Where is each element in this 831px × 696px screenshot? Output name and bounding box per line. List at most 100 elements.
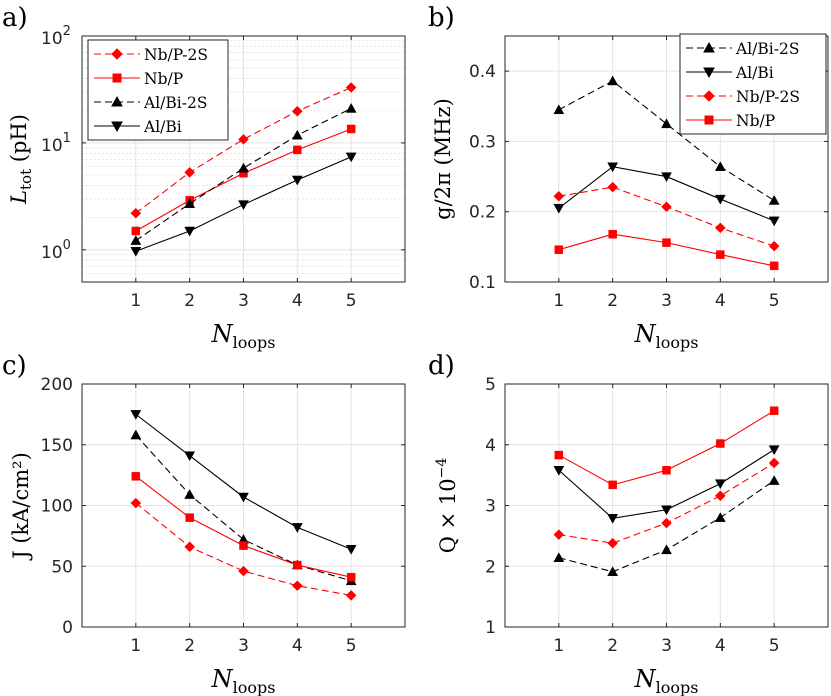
legend-label: Nb/P-2S	[144, 46, 208, 64]
data-point	[607, 75, 619, 86]
data-point	[345, 152, 357, 163]
legend-marker	[703, 90, 715, 102]
panel-label: c)	[2, 351, 27, 381]
x-tick-label: 3	[661, 291, 672, 311]
legend-marker	[111, 48, 123, 60]
series-3	[553, 181, 780, 252]
data-point	[184, 167, 196, 178]
y-tick-label: 101	[41, 131, 71, 156]
data-point	[184, 451, 196, 462]
data-point	[130, 235, 142, 245]
x-tick-label: 3	[238, 291, 249, 311]
y-tick-label: 0.4	[469, 62, 496, 82]
data-point	[184, 226, 196, 237]
y-tick-label: 102	[41, 24, 71, 49]
data-point	[553, 466, 565, 476]
data-point	[714, 161, 726, 171]
legend-label: Nb/P	[144, 70, 183, 88]
data-point	[238, 133, 249, 145]
legend-label: Al/Bi	[143, 118, 182, 136]
data-point	[714, 222, 726, 234]
data-point	[130, 497, 142, 509]
y-tick-label: 1	[485, 618, 496, 638]
data-point	[238, 565, 249, 577]
legend-label: Al/Bi	[735, 64, 774, 82]
x-axis-label: Nloops	[211, 320, 276, 352]
y-axis-label: g/2π (MHz)	[431, 98, 455, 220]
data-point	[293, 560, 302, 570]
series-4	[130, 497, 357, 601]
data-point	[716, 439, 725, 448]
x-tick-label: 5	[346, 291, 357, 311]
data-point	[553, 190, 565, 202]
data-point	[130, 246, 142, 257]
panel-label: b)	[428, 3, 455, 33]
data-point	[239, 541, 248, 550]
data-point	[346, 572, 356, 582]
x-tick-label: 5	[346, 636, 357, 656]
legend-label: Nb/P	[736, 112, 775, 130]
x-axis-label: Nloops	[634, 665, 699, 696]
data-point	[346, 124, 356, 134]
x-tick-label: 2	[184, 291, 195, 311]
y-axis-label: Q × 10−4	[434, 458, 460, 554]
legend: Al/Bi-2S Al/Bi Nb/P-2S Nb/P	[679, 33, 827, 135]
panel-label: d)	[428, 351, 455, 381]
series-line	[135, 86, 352, 214]
data-point	[345, 544, 357, 555]
data-point	[607, 537, 619, 549]
y-tick-label: 50	[51, 557, 73, 577]
y-tick-label: 4	[485, 436, 496, 456]
legend-marker	[111, 121, 123, 133]
data-point	[291, 105, 303, 117]
x-axis-label: Nloops	[211, 665, 276, 696]
data-point	[131, 472, 141, 481]
data-point	[131, 226, 141, 236]
data-point	[607, 566, 619, 576]
legend-marker	[703, 41, 715, 53]
legend-label: Al/Bi-2S	[735, 40, 799, 58]
data-point	[768, 475, 780, 485]
data-point	[554, 450, 564, 460]
legend-marker	[704, 115, 714, 125]
data-point	[768, 194, 780, 205]
y-tick-label: 2	[485, 557, 496, 577]
x-tick-label: 3	[661, 636, 672, 656]
x-tick-label: 4	[292, 291, 303, 311]
series-4	[130, 152, 357, 257]
legend-box	[87, 39, 229, 141]
data-point	[661, 118, 672, 129]
data-point	[238, 492, 249, 503]
x-tick-label: 2	[184, 636, 195, 656]
y-tick-label: 0.3	[469, 132, 496, 152]
x-tick-label: 1	[553, 636, 564, 656]
data-point	[238, 200, 249, 211]
data-point	[769, 261, 779, 271]
y-tick-label: 3	[485, 497, 496, 517]
data-point	[661, 517, 672, 529]
data-point	[345, 102, 357, 113]
data-point	[661, 505, 672, 516]
panel-4: 1 2 3 4 5 1 2 3 4 5 d) Nloops Q × 10−4	[428, 351, 829, 696]
y-tick-label: 0.1	[469, 273, 496, 293]
y-tick-label: 150	[41, 436, 73, 456]
data-point	[662, 466, 671, 475]
data-point	[238, 162, 249, 173]
data-point	[130, 207, 142, 219]
data-point	[608, 480, 617, 490]
y-tick-label: 0	[62, 618, 73, 638]
data-point	[769, 406, 779, 415]
data-point	[291, 175, 303, 186]
data-point	[716, 250, 725, 259]
data-point	[768, 240, 780, 252]
y-tick-label: 200	[41, 375, 73, 395]
data-point	[607, 514, 619, 524]
x-tick-label: 3	[238, 636, 249, 656]
data-point	[714, 490, 726, 502]
data-point	[607, 162, 619, 173]
x-tick-label: 4	[715, 291, 726, 311]
x-tick-label: 4	[715, 636, 726, 656]
data-point	[345, 590, 357, 601]
